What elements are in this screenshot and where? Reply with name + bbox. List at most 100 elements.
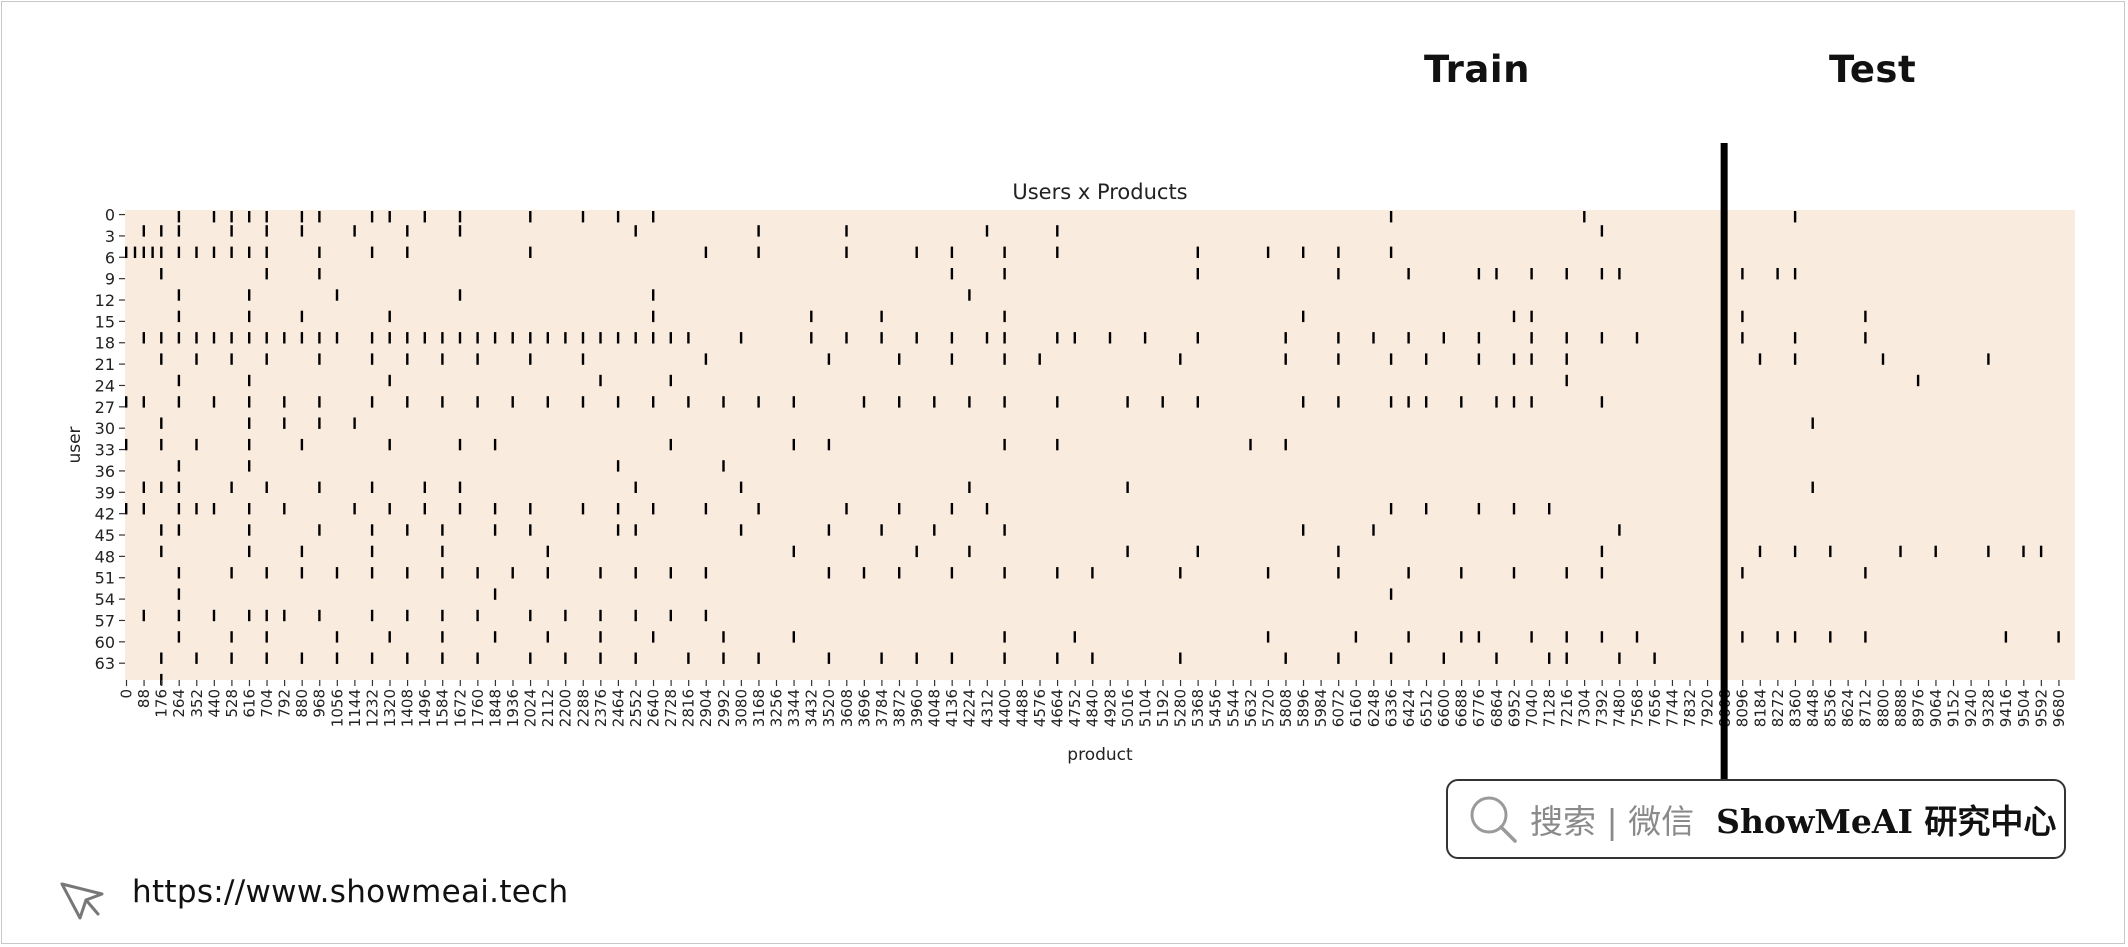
heatmap-cell [335, 652, 339, 664]
x-tick-label: 8272 [1769, 689, 1787, 727]
heatmap-cell [177, 481, 181, 493]
heatmap-cell [283, 417, 286, 429]
x-tick-label: 2200 [557, 689, 575, 727]
heatmap-cell [177, 374, 181, 387]
heatmap-cell [1003, 268, 1006, 280]
cursor-icon [60, 882, 104, 920]
heatmap-cell [458, 481, 462, 493]
heatmap-cell [1530, 268, 1533, 280]
heatmap-cell [1302, 246, 1305, 258]
heatmap-cell [669, 332, 672, 344]
heatmap-cell [160, 438, 163, 451]
heatmap-cell [599, 332, 602, 344]
heatmap-cell [757, 652, 760, 664]
x-tick-label: 2464 [609, 689, 627, 727]
heatmap-cell [634, 567, 637, 579]
heatmap-cell [1793, 631, 1797, 643]
heatmap-cell [845, 503, 848, 515]
heatmap-cell [335, 332, 339, 344]
x-tick-label: 5544 [1224, 689, 1242, 727]
heatmap-cell [1337, 567, 1340, 579]
heatmap-cell [1126, 396, 1129, 408]
heatmap-cell [1565, 567, 1568, 579]
heatmap-cell [968, 396, 971, 408]
heatmap-cell [125, 438, 128, 451]
x-tick-label: 8888 [1892, 689, 1910, 727]
heatmap-cell [195, 332, 198, 344]
heatmap-cell [827, 438, 831, 451]
heatmap-cell [757, 396, 760, 408]
heatmap-cell [370, 396, 374, 408]
x-tick-label: 3872 [890, 689, 908, 727]
footer-url[interactable]: https://www.showmeai.tech [132, 874, 569, 910]
heatmap-cell [1372, 524, 1375, 536]
heatmap-cell [950, 332, 954, 344]
heatmap-cell [827, 524, 831, 536]
x-tick-label: 792 [276, 689, 294, 718]
heatmap-cell [1056, 225, 1059, 237]
x-tick-label: 0 [118, 689, 136, 699]
heatmap-cell [634, 609, 637, 622]
heatmap-cell [1600, 332, 1604, 344]
heatmap-cell [1003, 652, 1006, 664]
heatmap-cell [1179, 353, 1182, 365]
search-box[interactable]: 搜索 | 微信 ShowMeAI 研究中心 [1446, 779, 2066, 859]
heatmap-cell [441, 652, 444, 664]
heatmap-cell [300, 310, 304, 323]
y-tick-label: 36 [95, 462, 115, 481]
heatmap-cell [1407, 396, 1410, 408]
x-tick-label: 6600 [1435, 689, 1453, 727]
x-tick-label: 3696 [855, 689, 873, 727]
heatmap-cell [1512, 353, 1516, 365]
heatmap-cell [406, 524, 409, 536]
heatmap-cell [2004, 631, 2008, 643]
x-tick-label: 7832 [1681, 689, 1699, 727]
heatmap-cell [353, 417, 356, 429]
heatmap-cell [1548, 652, 1551, 664]
x-tick-label: 3256 [768, 689, 786, 727]
heatmap-cell [1108, 332, 1112, 344]
heatmap-cell [265, 652, 268, 664]
x-tick-label: 9240 [1962, 689, 1980, 727]
heatmap-cell [370, 567, 374, 579]
heatmap-cell [950, 652, 954, 664]
heatmap-cell [1337, 396, 1340, 408]
heatmap-cell [1091, 652, 1094, 664]
heatmap-cell [1266, 631, 1270, 643]
heatmap-cell [1284, 438, 1287, 451]
x-tick-label: 1056 [328, 689, 346, 727]
heatmap-cell [1741, 332, 1744, 344]
heatmap-cell [133, 246, 137, 258]
heatmap-cell [1389, 396, 1393, 408]
x-tick-label: 6864 [1488, 689, 1506, 727]
heatmap-cell [792, 545, 795, 558]
heatmap-cell [1881, 353, 1885, 365]
heatmap-cell [248, 503, 251, 515]
heatmap-cell [634, 225, 637, 237]
heatmap-cell [1389, 246, 1393, 258]
heatmap-cell [1512, 503, 1516, 515]
heatmap-cell [757, 246, 760, 258]
heatmap-cell [722, 460, 725, 472]
x-tick-label: 4224 [961, 689, 979, 727]
heatmap-cell [880, 310, 883, 323]
heatmap-cell [283, 332, 286, 344]
heatmap-cell [546, 332, 549, 344]
heatmap-cell [862, 396, 866, 408]
x-tick-label: 7040 [1523, 689, 1541, 727]
x-tick-label: 3608 [838, 689, 856, 727]
x-tick-label: 4048 [926, 689, 944, 727]
heatmap-cell [388, 211, 391, 223]
heatmap-cell [441, 353, 444, 365]
y-tick-label: 48 [95, 547, 115, 566]
heatmap-cell [335, 289, 339, 301]
heatmap-cell [581, 503, 585, 515]
heatmap-cell [1477, 268, 1481, 280]
heatmap-cell [160, 481, 163, 493]
heatmap-cell [370, 524, 374, 536]
heatmap-cell [476, 332, 479, 344]
heatmap-cell [142, 481, 145, 493]
heatmap-cell [125, 246, 128, 258]
heatmap-cell [177, 225, 181, 237]
heatmap-cell [722, 652, 725, 664]
